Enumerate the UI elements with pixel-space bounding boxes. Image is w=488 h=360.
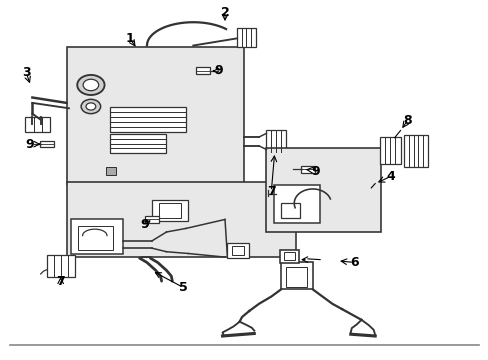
Bar — [273, 185, 320, 223]
Text: 2: 2 — [220, 6, 229, 19]
Text: 8: 8 — [402, 114, 411, 127]
Bar — [66, 182, 295, 257]
Bar — [40, 141, 54, 147]
Text: 9: 9 — [25, 138, 34, 150]
Bar — [227, 243, 249, 258]
Text: 3: 3 — [21, 66, 30, 79]
Bar — [110, 134, 166, 153]
Bar — [266, 148, 380, 232]
Bar — [281, 262, 312, 289]
Bar — [300, 166, 314, 172]
Text: 9: 9 — [141, 218, 149, 231]
Text: 7: 7 — [266, 185, 275, 198]
Bar — [196, 67, 210, 74]
Bar — [110, 107, 185, 132]
Bar — [404, 135, 427, 167]
Bar — [66, 47, 244, 184]
Bar — [285, 267, 306, 287]
Text: 6: 6 — [349, 256, 358, 269]
Text: 5: 5 — [179, 281, 187, 294]
Bar — [379, 137, 400, 164]
Text: 4: 4 — [386, 170, 394, 183]
Bar — [237, 28, 255, 47]
Circle shape — [77, 75, 104, 95]
Text: 7: 7 — [56, 275, 65, 288]
Bar — [266, 130, 285, 152]
Text: 1: 1 — [125, 32, 134, 45]
Bar — [71, 220, 122, 253]
Bar — [159, 203, 181, 218]
Circle shape — [81, 99, 101, 114]
Bar — [281, 203, 299, 218]
Text: 9: 9 — [214, 64, 223, 77]
Bar — [78, 226, 113, 250]
Bar — [144, 216, 159, 223]
Bar — [232, 246, 244, 255]
Bar — [47, 255, 75, 277]
Circle shape — [83, 79, 99, 91]
Bar — [105, 167, 116, 175]
Circle shape — [86, 103, 96, 110]
Bar — [152, 200, 188, 221]
Text: 9: 9 — [310, 165, 319, 177]
Bar — [25, 117, 50, 132]
Bar — [279, 249, 299, 263]
Bar — [284, 252, 294, 260]
